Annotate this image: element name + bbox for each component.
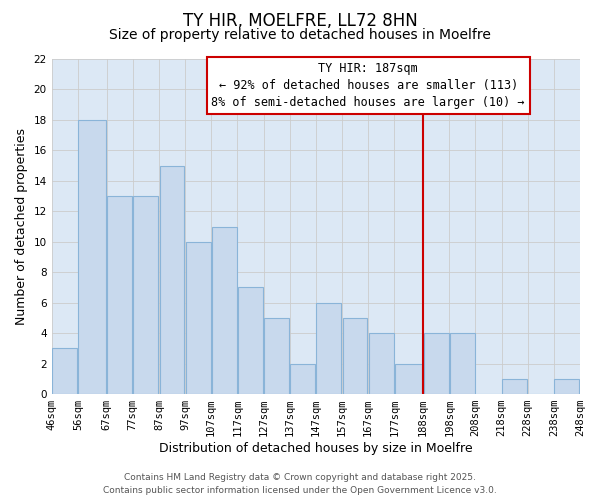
Text: Size of property relative to detached houses in Moelfre: Size of property relative to detached ho… <box>109 28 491 42</box>
Bar <box>424 333 449 394</box>
Bar <box>343 318 367 394</box>
Bar <box>369 333 394 394</box>
Bar <box>186 242 211 394</box>
Bar <box>450 333 475 394</box>
Text: Contains HM Land Registry data © Crown copyright and database right 2025.
Contai: Contains HM Land Registry data © Crown c… <box>103 474 497 495</box>
Bar <box>290 364 315 394</box>
Bar <box>107 196 132 394</box>
Bar <box>264 318 289 394</box>
Bar <box>554 379 580 394</box>
Text: TY HIR, MOELFRE, LL72 8HN: TY HIR, MOELFRE, LL72 8HN <box>182 12 418 30</box>
Bar <box>160 166 184 394</box>
Bar <box>238 288 263 394</box>
Bar <box>52 348 77 394</box>
Bar <box>79 120 106 394</box>
Bar <box>316 302 341 394</box>
Text: TY HIR: 187sqm
← 92% of detached houses are smaller (113)
8% of semi-detached ho: TY HIR: 187sqm ← 92% of detached houses … <box>211 62 525 109</box>
X-axis label: Distribution of detached houses by size in Moelfre: Distribution of detached houses by size … <box>159 442 473 455</box>
Bar <box>395 364 422 394</box>
Bar <box>212 226 237 394</box>
Bar <box>502 379 527 394</box>
Bar <box>133 196 158 394</box>
Y-axis label: Number of detached properties: Number of detached properties <box>15 128 28 325</box>
